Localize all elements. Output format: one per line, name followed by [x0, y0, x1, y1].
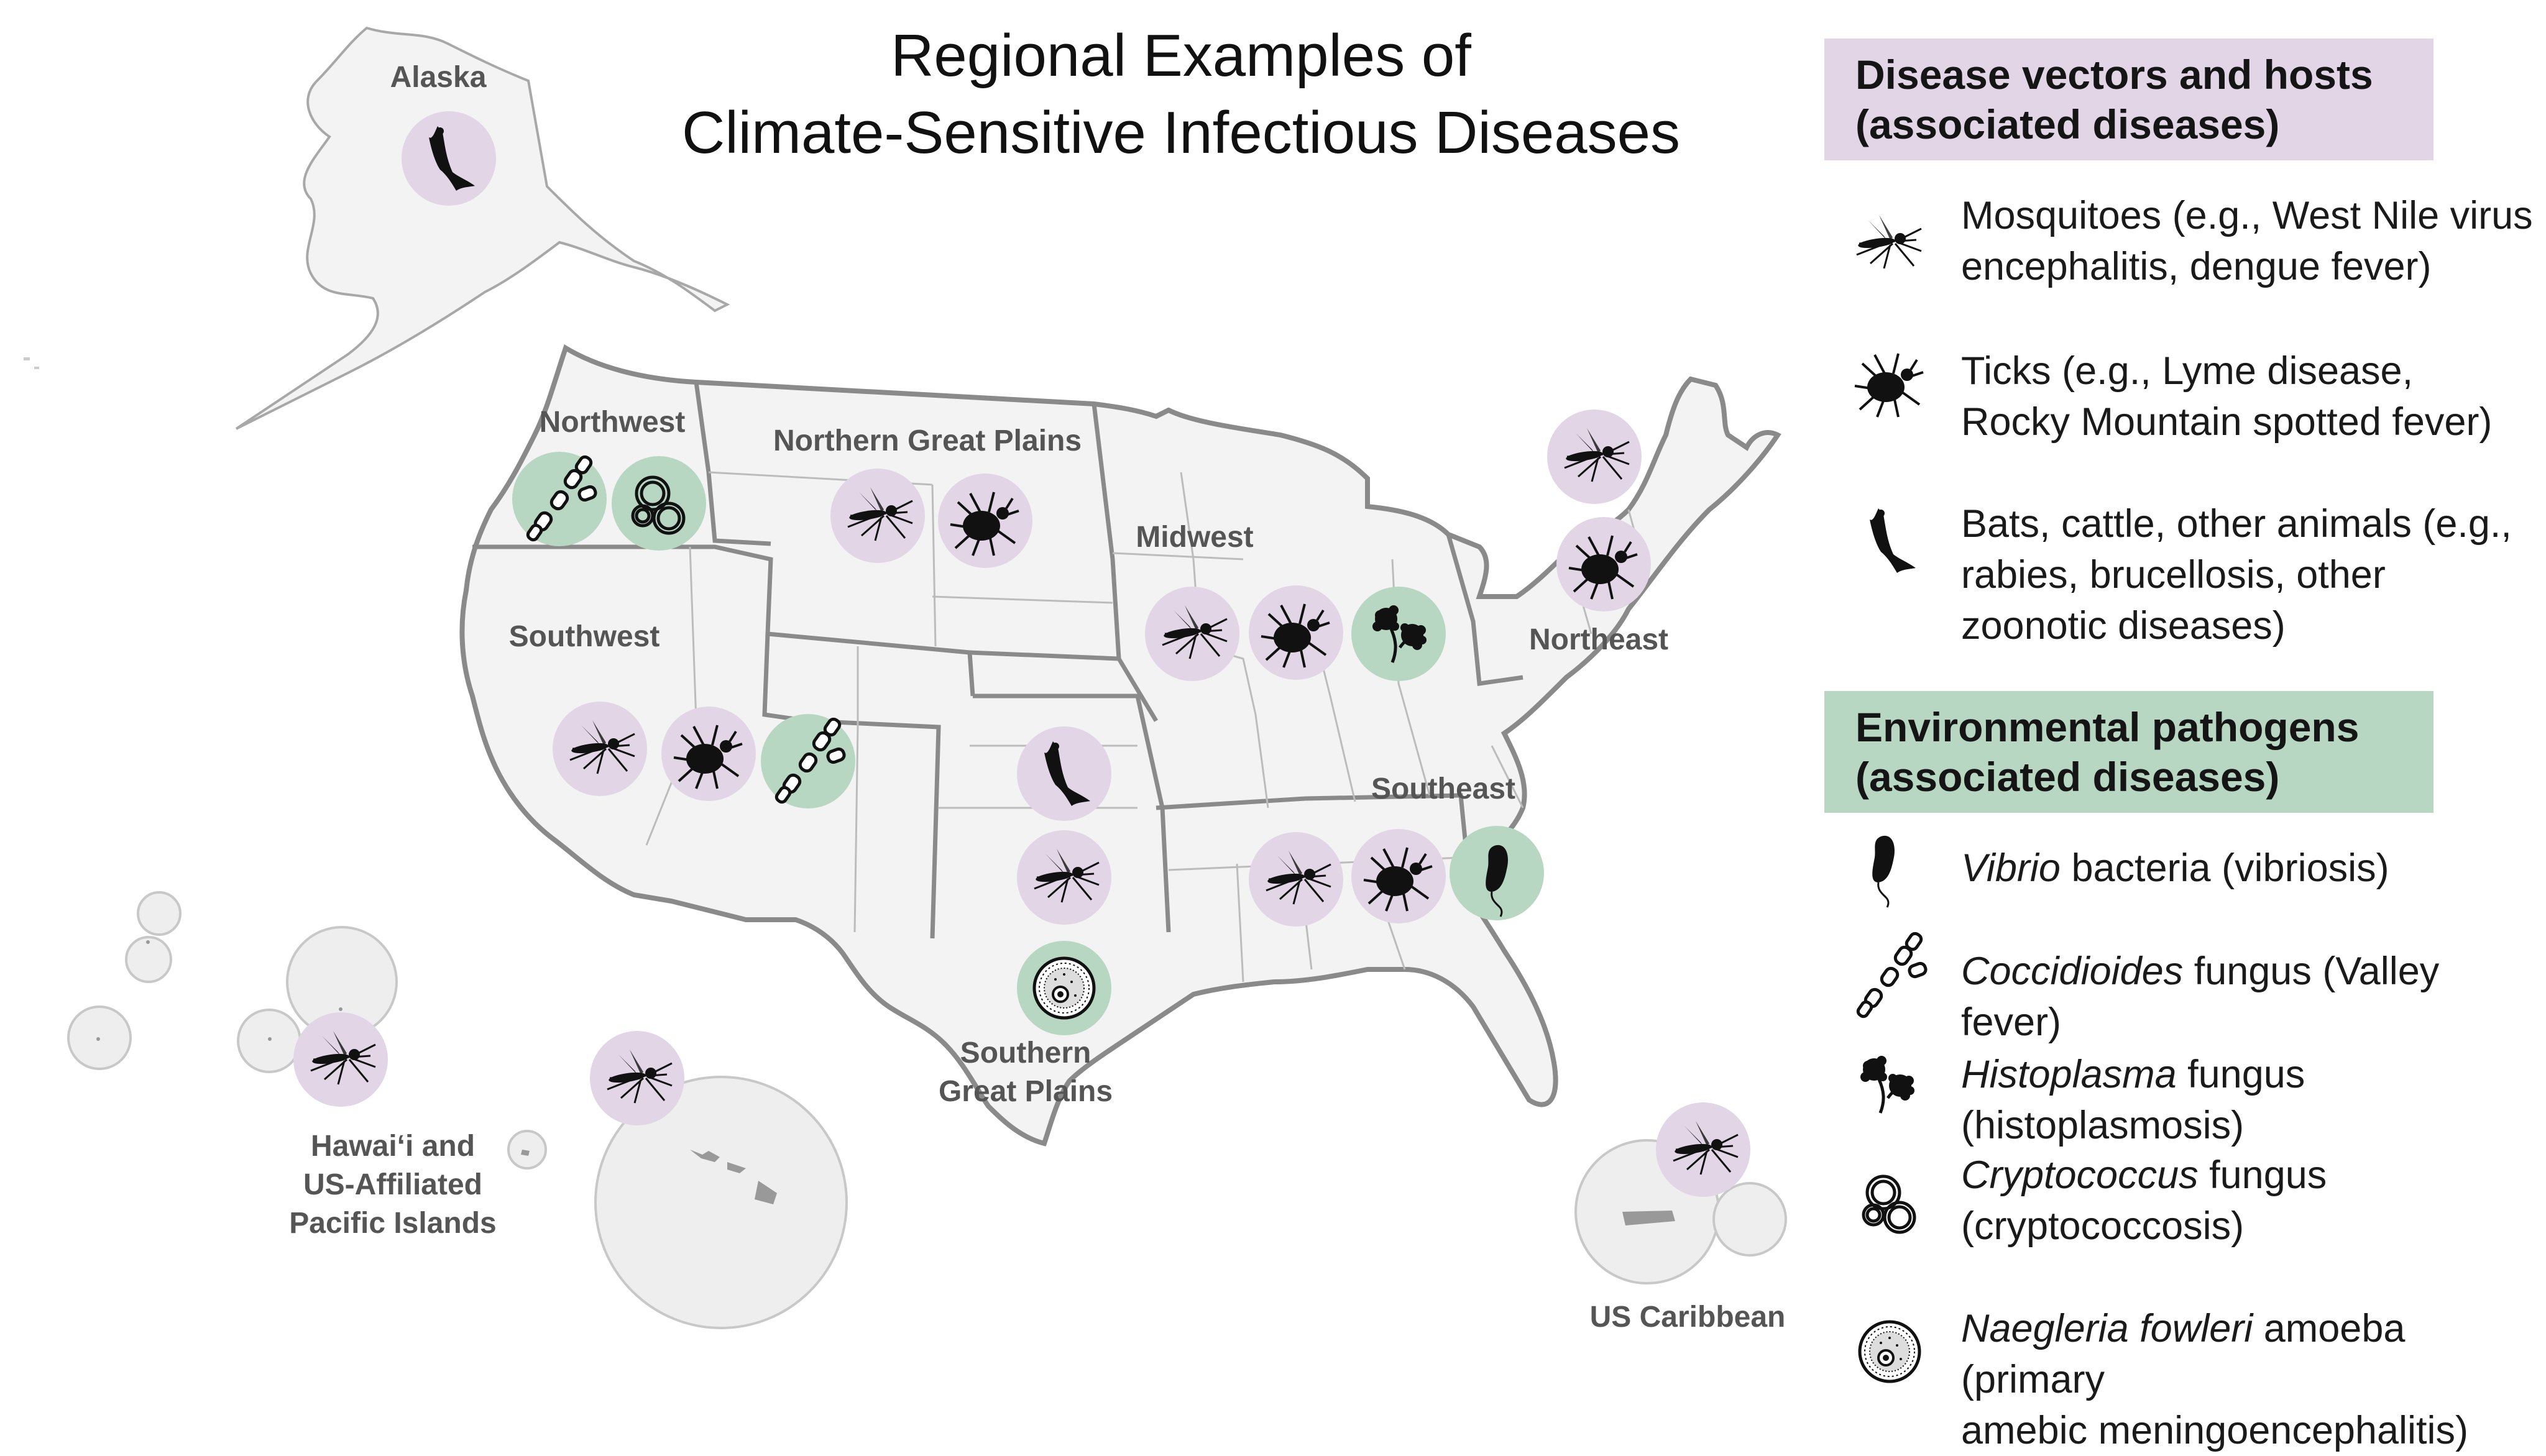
legend-item-bats-line3: zoonotic diseases): [1961, 604, 2286, 648]
legend-histoplasma-icon: [1860, 1056, 1914, 1113]
region-label-hawaii-line1: Hawai‘i and: [311, 1130, 475, 1163]
legend-item-histoplasma-genus: Histoplasma: [1961, 1053, 2177, 1096]
southern-great-plains-icons: [1017, 726, 1111, 1035]
legend-item-naegleria: Naegleria fowleri amoeba (primary amebic…: [1961, 1303, 2539, 1456]
legend-item-mosquitoes-line2: encephalitis, dengue fever): [1961, 245, 2432, 288]
region-label-southern-great-plains-line2: Great Plains: [939, 1075, 1113, 1108]
alaska-icons: [402, 111, 496, 206]
legend-item-naegleria-line2: amebic meningoencephalitis): [1961, 1409, 2468, 1452]
hawaii-icons: [293, 1012, 684, 1125]
northern-great-plains-icons: [830, 469, 1032, 568]
legend-tick-icon: [1854, 352, 1924, 418]
region-label-southern-great-plains-line1: Southern: [960, 1037, 1091, 1069]
region-label-hawaii-line2: US-Affiliated: [303, 1168, 482, 1201]
region-label-southwest: Southwest: [509, 620, 660, 653]
legend-mosquito-icon: [1855, 214, 1923, 270]
legend-item-cryptococcus-genus: Cryptococcus: [1961, 1153, 2199, 1197]
legend-item-mosquitoes-line1: Mosquitoes (e.g., West Nile virus: [1961, 194, 2533, 237]
legend-item-histoplasma-rest: fungus (histoplasmosis): [1961, 1053, 2305, 1147]
title-line1: Regional Examples of: [891, 22, 1471, 89]
legend-naegleria-icon: [1860, 1322, 1919, 1381]
legend-item-cryptococcus-line2: (cryptococcosis): [1961, 1204, 2245, 1248]
legend-item-ticks: Ticks (e.g., Lyme disease, Rocky Mountai…: [1961, 346, 2539, 447]
legend-item-cryptococcus: Cryptococcus fungus (cryptococcosis): [1961, 1150, 2539, 1252]
legend-item-naegleria-rest: amoeba (primary: [1961, 1307, 2406, 1401]
legend-header-pathogens-line2: (associated diseases): [1855, 754, 2280, 800]
caribbean-icons: [1656, 1102, 1750, 1197]
legend-coccidioides-icon: [1857, 932, 1928, 1018]
title-line2: Climate-Sensitive Infectious Diseases: [682, 99, 1680, 166]
region-label-southeast: Southeast: [1371, 772, 1515, 805]
alaska-landmass: [235, 26, 730, 430]
legend-item-vibrio: Vibrio bacteria (vibriosis): [1961, 843, 2539, 894]
legend-item-cryptococcus-rest: fungus: [2198, 1153, 2327, 1197]
legend-item-mosquitoes: Mosquitoes (e.g., West Nile virus enceph…: [1961, 190, 2539, 292]
region-label-alaska: Alaska: [390, 61, 487, 94]
legend-bat-icon: [1870, 508, 1916, 573]
region-label-hawaii-line3: Pacific Islands: [289, 1207, 497, 1240]
legend-item-coccidioides: Coccidioides fungus (Valley fever): [1961, 946, 2539, 1048]
region-label-northeast: Northeast: [1529, 623, 1668, 656]
legend-item-bats: Bats, cattle, other animals (e.g., rabie…: [1961, 498, 2539, 651]
pacific-islands: [67, 891, 848, 1329]
legend-header-vectors-line1: Disease vectors and hosts: [1855, 52, 2373, 98]
legend-item-coccidioides-genus: Coccidioides: [1961, 950, 2184, 993]
legend-item-vibrio-rest: bacteria (vibriosis): [2060, 846, 2389, 890]
midwest-icons: [1145, 585, 1446, 681]
northwest-icons: [512, 452, 706, 551]
legend-item-ticks-line2: Rocky Mountain spotted fever): [1961, 400, 2493, 444]
legend-vibrio-icon: [1871, 835, 1896, 909]
naegleria-icon: [1034, 958, 1094, 1018]
northeast-icons: [1547, 410, 1651, 611]
legend-cryptococcus-icon: [1864, 1176, 1914, 1232]
legend-item-bats-line2: rabies, brucellosis, other: [1961, 553, 2386, 597]
page-title: Regional Examples of Climate-Sensitive I…: [559, 17, 1803, 172]
legend-item-naegleria-genus: Naegleria fowleri: [1961, 1307, 2253, 1350]
legend-item-ticks-line1: Ticks (e.g., Lyme disease,: [1961, 349, 2414, 393]
legend-header-vectors: Disease vectors and hosts (associated di…: [1824, 39, 2433, 160]
legend-item-vibrio-genus: Vibrio: [1961, 846, 2061, 890]
southwest-icons: [553, 702, 855, 808]
legend-header-pathogens-line1: Environmental pathogens: [1855, 704, 2360, 750]
region-label-midwest: Midwest: [1136, 521, 1253, 554]
legend-item-histoplasma: Histoplasma fungus (histoplasmosis): [1961, 1049, 2539, 1151]
legend-item-bats-line1: Bats, cattle, other animals (e.g.,: [1961, 502, 2512, 546]
legend-header-pathogens: Environmental pathogens (associated dise…: [1824, 691, 2433, 813]
region-label-northern-great-plains: Northern Great Plains: [773, 424, 1082, 457]
region-label-us-caribbean: US Caribbean: [1590, 1301, 1786, 1334]
legend-item-coccidioides-rest: fungus (Valley fever): [1961, 950, 2440, 1044]
region-label-northwest: Northwest: [540, 406, 686, 439]
southeast-icons: [1249, 826, 1544, 927]
legend-header-vectors-line2: (associated diseases): [1855, 101, 2280, 147]
